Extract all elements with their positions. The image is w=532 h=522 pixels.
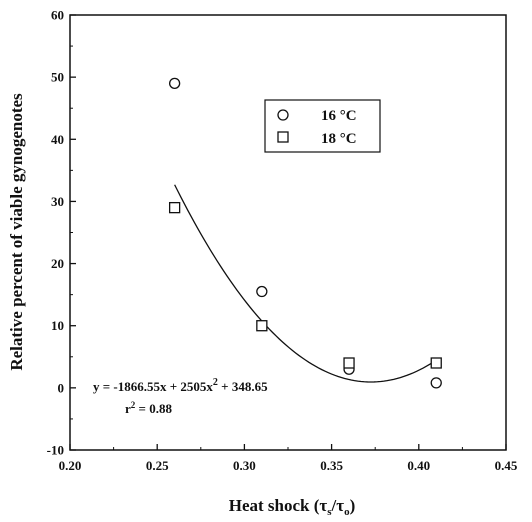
fit-curve [174, 184, 437, 383]
equation-lead: y = -1866.55x + 2505x [93, 379, 213, 394]
r2-lead: r [125, 401, 131, 416]
equation-annotation: y = -1866.55x + 2505x2 + 348.65 [93, 377, 268, 394]
point-18c [168, 201, 181, 214]
y-tick-label: 50 [51, 70, 64, 85]
ticks-layer: 0.20 0.25 0.30 0.35 0.40 0.45 -10 0 10 20 30 40 50 60 [47, 8, 518, 474]
x-axis-title-main: Heat shock ( [229, 496, 320, 515]
x-axis-title: Heat shock (τs/τo) [229, 496, 356, 518]
x-axis-close-paren: ) [350, 496, 356, 515]
x-tick-label: 0.20 [59, 458, 82, 473]
point-18c [256, 320, 268, 332]
x-tick-label: 0.30 [233, 458, 256, 473]
y-tick-label: 40 [51, 132, 64, 147]
y-tick-label: 0 [58, 380, 65, 395]
data-points [168, 77, 442, 389]
x-axis-subscript-o: o [344, 506, 350, 518]
r-squared-annotation: r2 = 0.88 [125, 400, 172, 416]
x-axis-subscript-s: s [327, 506, 332, 518]
legend-label-16c: 16 °C [321, 108, 357, 124]
legend: 16 °C 18 °C [264, 99, 381, 153]
y-tick-label: 10 [51, 318, 64, 333]
y-tick-label: 20 [51, 256, 64, 271]
plot-frame [69, 14, 507, 451]
equation-tail: + 348.65 [218, 379, 268, 394]
legend-label-18c: 18 °C [321, 131, 357, 147]
point-16c [430, 377, 442, 389]
x-tick-label: 0.45 [495, 458, 518, 473]
y-tick-label: 30 [51, 194, 64, 209]
x-tick-label: 0.25 [146, 458, 169, 473]
point-18c [343, 357, 355, 369]
x-tick-label: 0.40 [407, 458, 430, 473]
point-16c [168, 77, 181, 90]
r2-tail: = 0.88 [135, 401, 172, 416]
point-18c [430, 357, 442, 369]
x-axis-tau-denominator: τ [336, 496, 344, 515]
equation-exponent: 2 [213, 377, 218, 388]
legend-marker-16c [277, 109, 289, 121]
x-axis-slash: / [331, 496, 337, 515]
y-tick-label: -10 [47, 443, 64, 458]
legend-box [264, 99, 381, 153]
y-tick-label: 60 [51, 8, 64, 23]
legend-marker-18c [277, 131, 289, 143]
x-tick-label: 0.35 [320, 458, 343, 473]
point-16c [256, 285, 268, 298]
x-axis-tau-numerator: τ [319, 496, 327, 515]
y-axis-title: Relative percent of viable gynogenotes [7, 93, 26, 371]
r2-exponent: 2 [131, 400, 136, 410]
